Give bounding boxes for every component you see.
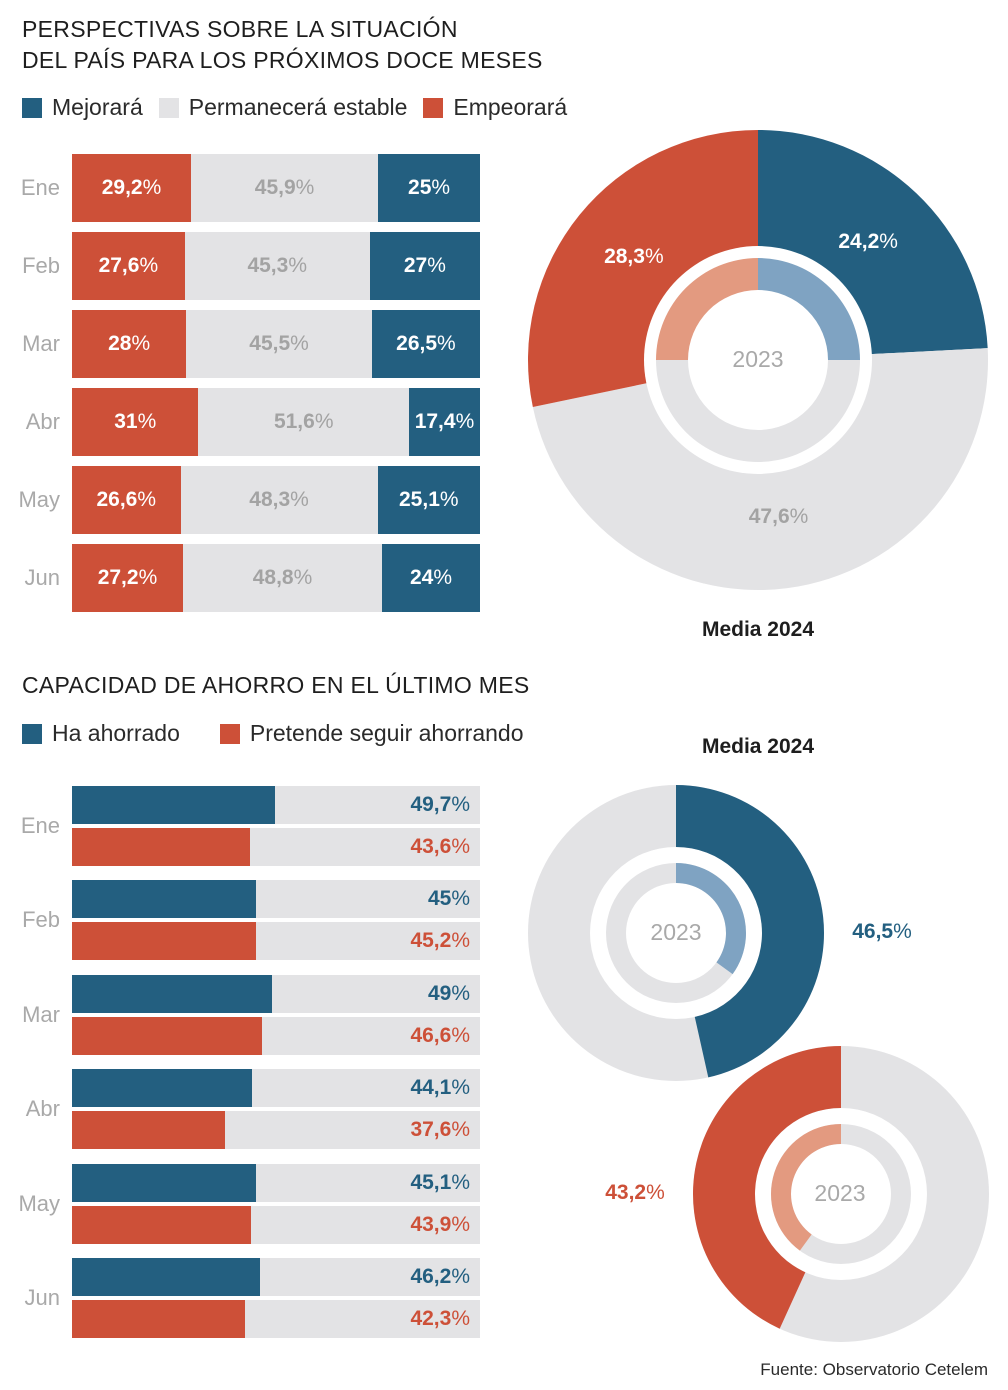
inner-ring-value xyxy=(770,1124,841,1251)
value-label-ha-ahorrado: 49% xyxy=(427,981,470,1005)
month-label: Ene xyxy=(20,175,60,200)
legend-item-empeorara: Empeorará xyxy=(423,94,567,121)
legend-swatch-blue xyxy=(22,97,42,118)
bar-ha-ahorrado xyxy=(72,1069,252,1108)
legend-swatch-blue xyxy=(22,723,42,744)
bar-ha-ahorrado xyxy=(72,880,256,919)
month-label: Mar xyxy=(22,331,60,356)
legend-swatch-red xyxy=(423,97,444,118)
bar-segment-estable: 45,5% xyxy=(186,310,372,378)
bar-pretende xyxy=(72,1205,252,1244)
donut2-media-label: Media 2024 xyxy=(701,735,815,758)
value-label-pretende: 45,2% xyxy=(410,929,470,953)
pie-value-label: 24,2% xyxy=(838,229,898,253)
inner-hole xyxy=(626,883,726,983)
legend-item-estable: Permanecerá estable xyxy=(158,94,408,121)
value-label-pretende: 46,6% xyxy=(410,1023,470,1047)
value-label-pretende: 43,9% xyxy=(410,1212,470,1236)
pie-value-label: 47,6% xyxy=(748,504,809,528)
month-label: Abr xyxy=(25,409,60,434)
bar-segment-empeorara: 29,2% xyxy=(72,154,192,222)
month-label: Ene xyxy=(20,813,60,838)
legend-label: Ha ahorrado xyxy=(52,720,180,746)
bar-pretende xyxy=(72,922,257,961)
bar-segment-estable: 51,6% xyxy=(198,388,409,456)
month-label: Mar xyxy=(22,1001,60,1027)
pie-value-label: 28,3% xyxy=(604,245,664,269)
bar-segment-empeorara: 27,2% xyxy=(72,544,183,612)
legend-item-pretende: Pretende seguir ahorrando xyxy=(219,720,524,747)
bar-segment-estable: 45,3% xyxy=(184,232,370,300)
bar-segment-empeorara: 31% xyxy=(72,388,199,456)
donut-value-arc xyxy=(676,785,825,1078)
value-label-ha-ahorrado: 49,7% xyxy=(410,793,470,816)
value-label-pretende: 43,6% xyxy=(410,835,470,858)
value-label-ha-ahorrado: 46,2% xyxy=(410,1265,470,1288)
bar-ha-ahorrado xyxy=(72,1258,261,1296)
donut1-media-label: Media 2024 xyxy=(701,618,815,641)
donut1-center-label: 2023 xyxy=(732,346,784,372)
bar-pretende xyxy=(72,1016,263,1055)
value-label-ha-ahorrado: 44,1% xyxy=(410,1076,470,1100)
legend-label: Empeorará xyxy=(453,94,568,120)
bar-segment-mejorara: 25% xyxy=(378,154,480,222)
bar-segment-mejorara: 17,4% xyxy=(409,388,480,456)
donut-value-label: 43,2% xyxy=(605,1181,665,1204)
bar-ha-ahorrado xyxy=(72,974,272,1013)
month-label: Feb xyxy=(22,253,60,278)
section2-legend: Ha ahorrado Pretende seguir ahorrando xyxy=(22,720,540,747)
source-note: Fuente: Observatorio Cetelem xyxy=(760,1360,988,1379)
inner-ring-segment xyxy=(758,258,860,360)
donut3-center-label: 2023 xyxy=(814,1180,866,1206)
bar-segment-mejorara: 24% xyxy=(382,544,480,612)
value-label-ha-ahorrado: 45,1% xyxy=(410,1170,470,1194)
inner-ring-segment xyxy=(656,258,758,360)
bar-ha-ahorrado xyxy=(72,1163,256,1202)
section1-title-line1: PERSPECTIVAS SOBRE LA SITUACIÓN xyxy=(22,16,458,42)
inner-ring-value xyxy=(676,863,747,975)
donut-value-label: 46,5% xyxy=(852,920,912,943)
inner-hole xyxy=(791,1144,891,1244)
value-label-pretende: 37,6% xyxy=(410,1118,470,1142)
month-label: Feb xyxy=(22,907,60,933)
bar-segment-mejorara: 25,1% xyxy=(377,466,480,534)
month-label: Jun xyxy=(24,1285,60,1310)
legend-swatch-grey xyxy=(158,97,179,118)
donut-value-arc xyxy=(693,1046,841,1329)
section1-legend: Mejorará Permanecerá estable Empeorará xyxy=(22,94,583,121)
bar-segment-estable: 45,9% xyxy=(191,154,379,222)
bar-segment-empeorara: 27,6% xyxy=(72,232,185,300)
legend-item-ha-ahorrado: Ha ahorrado xyxy=(22,720,180,747)
donut2-center-label: 2023 xyxy=(650,919,702,945)
month-label: Jun xyxy=(24,565,60,590)
bar-segment-empeorara: 28% xyxy=(72,310,187,378)
value-label-pretende: 42,3% xyxy=(410,1307,470,1330)
value-label-ha-ahorrado: 45% xyxy=(427,887,470,911)
bar-pretende xyxy=(72,828,250,866)
section1-title: PERSPECTIVAS SOBRE LA SITUACIÓN DEL PAÍS… xyxy=(22,14,543,76)
bar-segment-mejorara: 26,5% xyxy=(371,310,480,378)
bar-segment-estable: 48,8% xyxy=(182,544,383,612)
bar-pretende xyxy=(72,1111,226,1150)
bar-segment-estable: 48,3% xyxy=(180,466,378,534)
month-label: May xyxy=(18,487,60,512)
legend-swatch-red xyxy=(219,723,240,744)
bar-segment-empeorara: 26,6% xyxy=(72,466,181,534)
section2-title: CAPACIDAD DE AHORRO EN EL ÚLTIMO MES xyxy=(22,672,530,698)
month-label: May xyxy=(18,1190,60,1216)
inner-ring-segment xyxy=(656,360,860,462)
legend-label: Mejorará xyxy=(52,94,143,120)
bar-ha-ahorrado xyxy=(72,786,275,824)
legend-item-mejorara: Mejorará xyxy=(22,94,143,121)
section1-title-line2: DEL PAÍS PARA LOS PRÓXIMOS DOCE MESES xyxy=(22,47,543,73)
bar-pretende xyxy=(72,1300,245,1338)
legend-label: Permanecerá estable xyxy=(188,94,408,120)
bar-segment-mejorara: 27% xyxy=(369,232,480,300)
legend-label: Pretende seguir ahorrando xyxy=(249,720,524,746)
month-label: Abr xyxy=(25,1096,60,1122)
